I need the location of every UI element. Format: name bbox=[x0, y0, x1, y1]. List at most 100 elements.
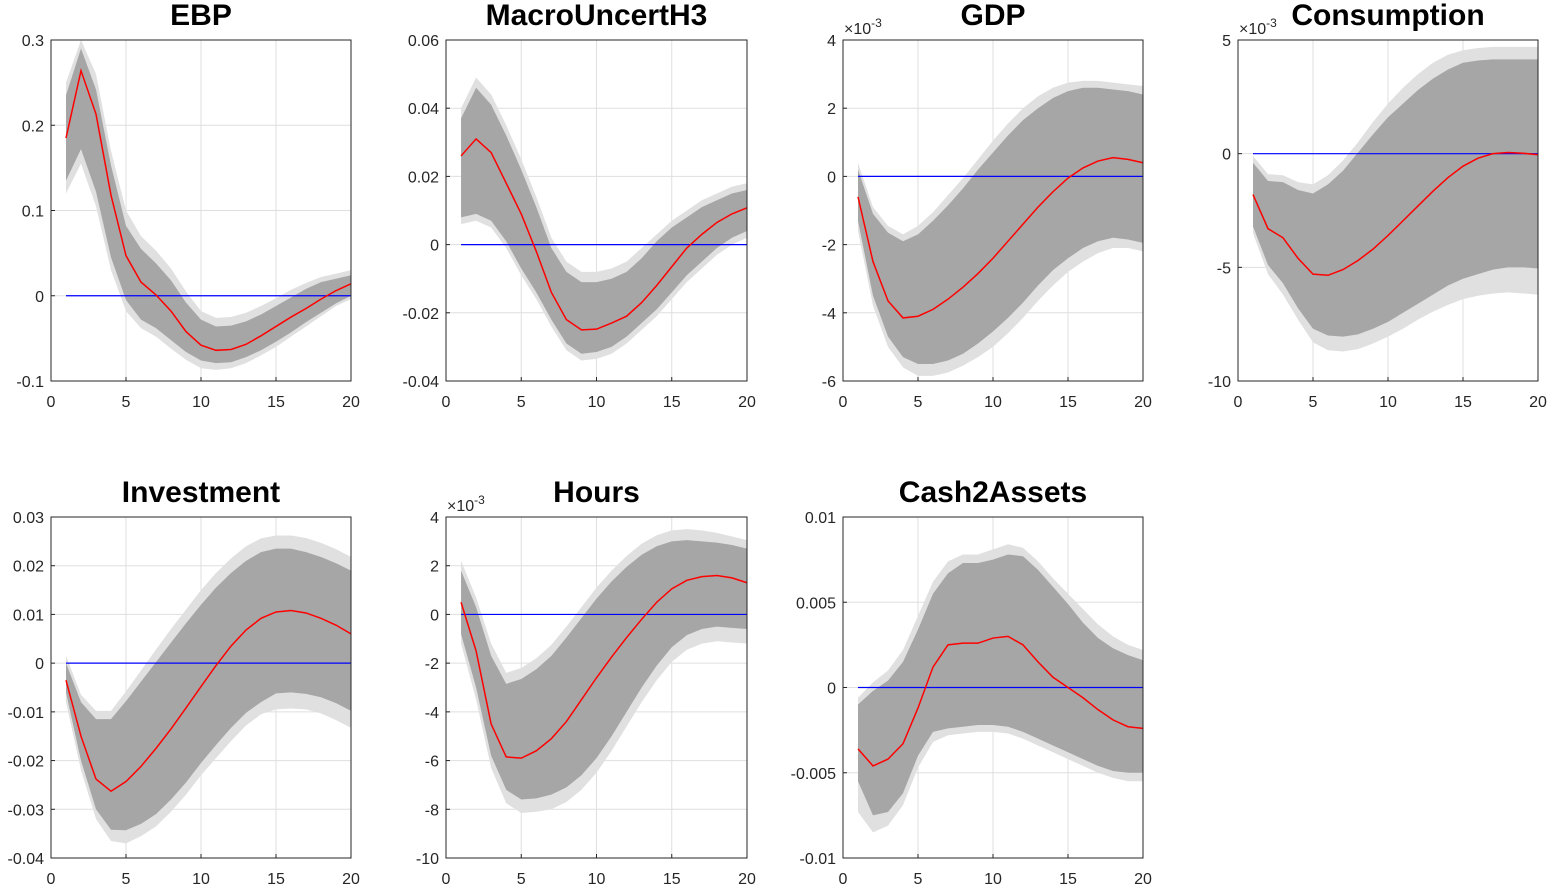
y-tick-label: 0.04 bbox=[408, 101, 439, 118]
y-tick-label: 0 bbox=[35, 289, 44, 306]
y-tick-label: -2 bbox=[425, 656, 439, 673]
y-tick-label: -6 bbox=[822, 374, 836, 391]
inner-confidence-band bbox=[66, 548, 351, 831]
x-tick-label: 20 bbox=[1529, 394, 1547, 411]
x-tick-label: 20 bbox=[1134, 394, 1152, 411]
y-tick-label: 0 bbox=[35, 656, 44, 673]
x-tick-label: 10 bbox=[984, 394, 1002, 411]
y-tick-label: 0.005 bbox=[796, 595, 836, 612]
y-tick-label: -0.02 bbox=[403, 306, 440, 323]
x-tick-label: 10 bbox=[192, 394, 210, 411]
median-response-line bbox=[857, 635, 1144, 767]
y-tick-label: 2 bbox=[827, 101, 836, 118]
y-tick-label: -5 bbox=[1217, 260, 1231, 277]
y-tick-label: 0.02 bbox=[408, 169, 439, 186]
y-tick-label: -10 bbox=[416, 851, 439, 868]
y-tick-label: 4 bbox=[827, 33, 836, 50]
x-tick-label: 0 bbox=[442, 394, 451, 411]
x-tick-label: 5 bbox=[122, 394, 131, 411]
x-tick-label: 20 bbox=[1134, 871, 1152, 886]
x-tick-label: 10 bbox=[192, 871, 210, 886]
chart-title: Cash2Assets bbox=[899, 476, 1087, 509]
y-tick-label: 0 bbox=[430, 607, 439, 624]
outer-confidence-band bbox=[461, 77, 747, 361]
x-tick-label: 5 bbox=[517, 394, 526, 411]
y-tick-label: 0 bbox=[827, 169, 836, 186]
x-tick-label: 15 bbox=[663, 871, 681, 886]
y-tick-label: 0.01 bbox=[805, 510, 836, 527]
y-tick-label: -0.02 bbox=[8, 754, 45, 771]
y-tick-label: 0.03 bbox=[13, 510, 44, 527]
x-tick-label: 15 bbox=[1059, 871, 1077, 886]
y-tick-label: 0.02 bbox=[13, 559, 44, 576]
y-tick-label: -4 bbox=[822, 306, 836, 323]
y-tick-label: -10 bbox=[1208, 374, 1231, 391]
y-tick-label: -0.005 bbox=[791, 766, 836, 783]
x-tick-label: 15 bbox=[663, 394, 681, 411]
y-tick-label: -0.03 bbox=[8, 802, 45, 819]
y-tick-label: 0.1 bbox=[22, 204, 44, 221]
y-tick-label: 2 bbox=[430, 559, 439, 576]
inner-confidence-band bbox=[858, 87, 1143, 364]
y-tick-label: 4 bbox=[430, 510, 439, 527]
panel-investment: 0 5 10 15 20 -0.04 -0.03 -0.02 -0.01 0 0.01 0.02 0.0… bbox=[8, 476, 360, 886]
y-tick-label: 5 bbox=[1222, 33, 1231, 50]
axis-exponent-label: ×10-3 bbox=[1239, 16, 1277, 38]
x-tick-label: 0 bbox=[1234, 394, 1243, 411]
median-response-line bbox=[1252, 151, 1539, 277]
x-tick-label: 5 bbox=[914, 871, 923, 886]
x-tick-label: 10 bbox=[984, 871, 1002, 886]
inner-confidence-band bbox=[858, 554, 1143, 816]
y-tick-label: -4 bbox=[425, 705, 439, 722]
median-response-line bbox=[460, 137, 748, 331]
x-tick-label: 0 bbox=[47, 394, 56, 411]
axis-exponent-label: ×10-3 bbox=[447, 493, 485, 515]
x-tick-label: 20 bbox=[738, 394, 756, 411]
inner-confidence-band bbox=[1253, 59, 1538, 337]
x-tick-label: 10 bbox=[1379, 394, 1397, 411]
y-tick-label: -0.01 bbox=[8, 705, 45, 722]
y-tick-label: 0.2 bbox=[22, 118, 44, 135]
median-response-line bbox=[65, 67, 352, 352]
x-tick-label: 0 bbox=[442, 871, 451, 886]
x-tick-label: 15 bbox=[1059, 394, 1077, 411]
median-response-line bbox=[65, 609, 352, 793]
y-tick-label: -2 bbox=[822, 238, 836, 255]
y-tick-label: -0.04 bbox=[403, 374, 440, 391]
panel-cash2assets: 0 5 10 15 20 -0.01 -0.005 0 0.005 0.01 Cash2Assets bbox=[791, 476, 1152, 886]
y-tick-label: 0 bbox=[827, 681, 836, 698]
y-tick-label: -6 bbox=[425, 754, 439, 771]
y-tick-label: -0.1 bbox=[16, 374, 44, 391]
chart-title: EBP bbox=[170, 0, 232, 32]
chart-title: Hours bbox=[553, 476, 640, 509]
panel-consumption: 0 5 10 15 20 -10 -5 0 5 ×10-3 Consumption bbox=[1208, 0, 1547, 411]
x-tick-label: 15 bbox=[267, 394, 285, 411]
inner-confidence-band bbox=[461, 87, 747, 354]
y-tick-label: -0.04 bbox=[8, 851, 45, 868]
x-tick-label: 10 bbox=[588, 871, 606, 886]
x-tick-label: 15 bbox=[1454, 394, 1472, 411]
y-tick-label: 0 bbox=[1222, 147, 1231, 164]
inner-confidence-band bbox=[461, 540, 747, 800]
panel-hours: 0 5 10 15 20 -10 -8 -6 -4 -2 0 2 4 ×10-3 Hours bbox=[416, 476, 756, 886]
x-tick-label: 0 bbox=[839, 394, 848, 411]
y-tick-label: 0.3 bbox=[22, 33, 44, 50]
y-tick-label: -0.01 bbox=[800, 851, 837, 868]
x-tick-label: 5 bbox=[517, 871, 526, 886]
panel-macrouncerth3: 0 5 10 15 20 -0.04 -0.02 0 0.02 0.04 0.06 MacroUnce… bbox=[403, 0, 756, 411]
x-tick-label: 0 bbox=[47, 871, 56, 886]
inner-confidence-band bbox=[66, 48, 351, 364]
x-tick-label: 0 bbox=[839, 871, 848, 886]
chart-title: MacroUncertH3 bbox=[486, 0, 708, 32]
x-tick-label: 5 bbox=[914, 394, 923, 411]
x-tick-label: 5 bbox=[122, 871, 131, 886]
x-tick-label: 5 bbox=[1309, 394, 1318, 411]
chart-title: Investment bbox=[122, 476, 280, 509]
x-tick-label: 20 bbox=[738, 871, 756, 886]
chart-title: GDP bbox=[960, 0, 1025, 32]
median-response-line bbox=[460, 574, 748, 759]
x-tick-label: 15 bbox=[267, 871, 285, 886]
chart-title: Consumption bbox=[1291, 0, 1484, 32]
